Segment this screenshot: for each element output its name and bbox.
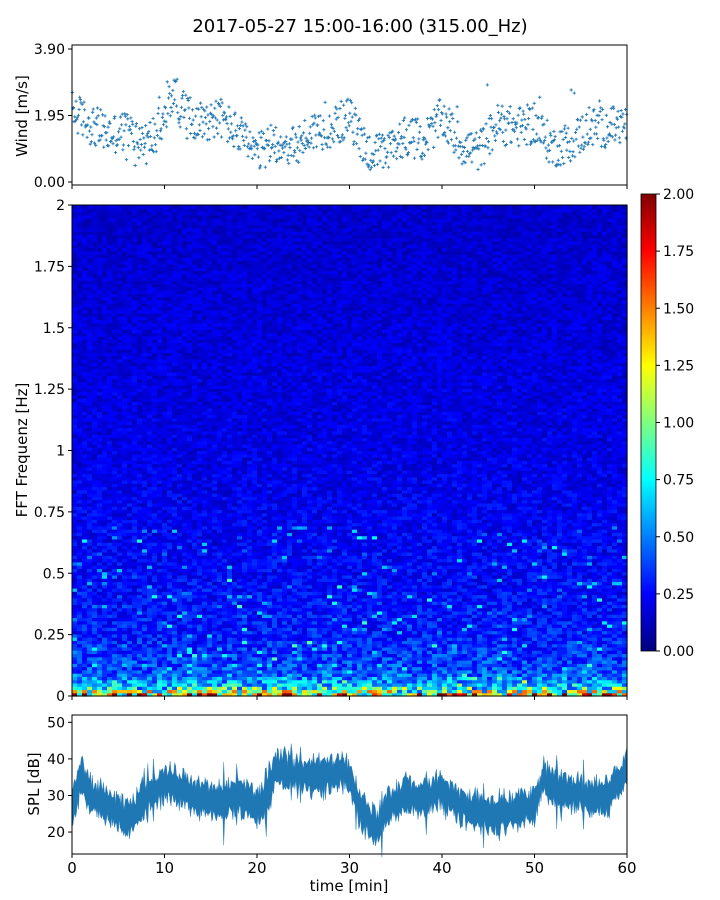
wind-plot-area <box>72 45 627 185</box>
spectrogram-cells <box>72 205 628 697</box>
wind-x-ticks <box>72 185 627 189</box>
wind-y-ticks: 0.00 1.95 3.90 <box>34 42 72 191</box>
wind-y-tick-label: 3.90 <box>34 42 65 58</box>
figure-title: 2017-05-27 15:00-16:00 (315.00_Hz) <box>192 16 527 37</box>
wind-panel: 0.00 1.95 3.90 Wind [m/s] <box>13 42 628 191</box>
wind-y-tick-label: 0.00 <box>34 175 65 191</box>
wind-y-axis-label: Wind [m/s] <box>13 75 31 157</box>
wind-y-tick-label: 1.95 <box>34 109 65 125</box>
